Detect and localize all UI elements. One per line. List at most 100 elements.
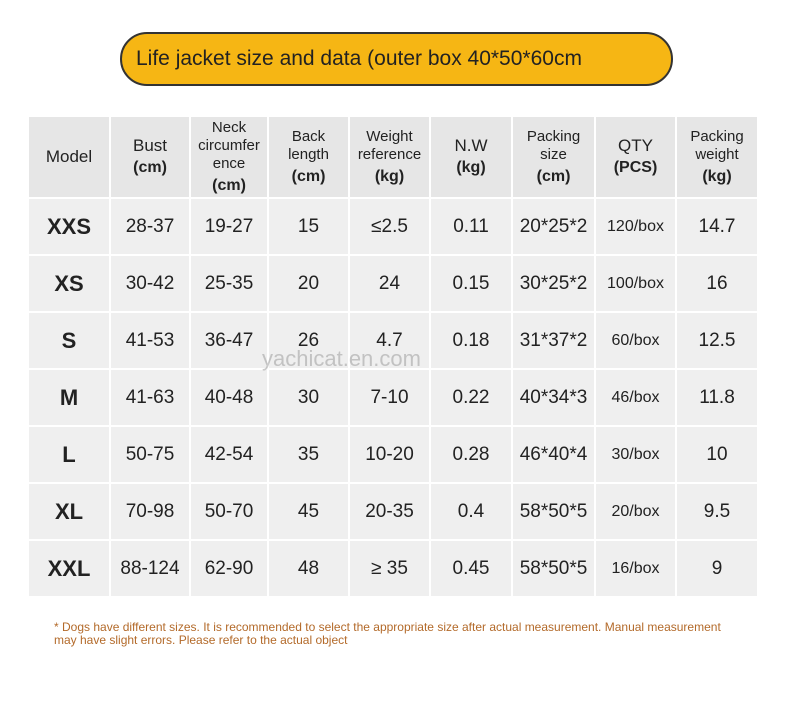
- header-unit: (cm): [133, 159, 167, 176]
- header-cell: N.W (kg): [431, 117, 511, 197]
- header-cell: Model: [29, 117, 109, 197]
- header-text: size: [540, 146, 567, 163]
- data-cell: 20*25*2: [513, 199, 594, 254]
- model-cell: XS: [29, 256, 109, 311]
- data-cell: 24: [350, 256, 429, 311]
- data-cell: 35: [269, 427, 348, 482]
- data-cell: ≥ 35: [350, 541, 429, 596]
- data-cell: 4.7: [350, 313, 429, 368]
- data-cell: 88-124: [111, 541, 189, 596]
- header-cell: Neck circumfer ence (cm): [191, 117, 267, 197]
- data-cell: ≤2.5: [350, 199, 429, 254]
- header-cell: Packing size (cm): [513, 117, 594, 197]
- header-cell: Weight reference (kg): [350, 117, 429, 197]
- header-unit: (PCS): [613, 159, 658, 176]
- model-cell: L: [29, 427, 109, 482]
- data-cell: 45: [269, 484, 348, 539]
- data-cell: 50-75: [111, 427, 189, 482]
- model-cell: XL: [29, 484, 109, 539]
- data-cell: 28-37: [111, 199, 189, 254]
- data-cell: 48: [269, 541, 348, 596]
- size-table: Model Bust (cm) Neck circumfer ence (cm) Back le…: [27, 115, 759, 598]
- data-cell: 10: [677, 427, 757, 482]
- data-cell: 9: [677, 541, 757, 596]
- data-cell: 40-48: [191, 370, 267, 425]
- header-text: Packing: [690, 128, 744, 145]
- data-cell: 12.5: [677, 313, 757, 368]
- data-cell: 19-27: [191, 199, 267, 254]
- header-unit: (kg): [456, 159, 486, 176]
- header-unit: (cm): [291, 168, 326, 185]
- header-cell: QTY (PCS): [596, 117, 675, 197]
- data-cell: 26: [269, 313, 348, 368]
- data-cell: 40*34*3: [513, 370, 594, 425]
- data-cell: 9.5: [677, 484, 757, 539]
- data-cell: 50-70: [191, 484, 267, 539]
- model-cell: M: [29, 370, 109, 425]
- header-text: Packing: [526, 128, 581, 145]
- title-banner: Life jacket size and data (outer box 40*…: [120, 32, 673, 86]
- header-text: QTY: [618, 136, 653, 155]
- data-cell: 0.4: [431, 484, 511, 539]
- header-text: Bust: [132, 136, 168, 155]
- data-cell: 0.18: [431, 313, 511, 368]
- data-cell: 46/box: [596, 370, 675, 425]
- data-cell: 16/box: [596, 541, 675, 596]
- table-row: XS 30-42 25-35 20 24 0.15 30*25*2 100/box 16: [29, 256, 757, 311]
- header-cell: Back length (cm): [269, 117, 348, 197]
- data-cell: 31*37*2: [513, 313, 594, 368]
- data-cell: 0.15: [431, 256, 511, 311]
- data-cell: 0.11: [431, 199, 511, 254]
- header-text: Back: [291, 128, 326, 145]
- data-cell: 42-54: [191, 427, 267, 482]
- data-cell: 100/box: [596, 256, 675, 311]
- data-cell: 58*50*5: [513, 541, 594, 596]
- header-unit: (cm): [536, 168, 571, 185]
- data-cell: 20: [269, 256, 348, 311]
- model-cell: S: [29, 313, 109, 368]
- data-cell: 25-35: [191, 256, 267, 311]
- data-cell: 30: [269, 370, 348, 425]
- header-text: weight: [695, 146, 739, 163]
- header-unit: (kg): [374, 168, 405, 185]
- data-cell: 7-10: [350, 370, 429, 425]
- data-cell: 46*40*4: [513, 427, 594, 482]
- data-cell: 0.45: [431, 541, 511, 596]
- header-row: Model Bust (cm) Neck circumfer ence (cm) Back le…: [29, 117, 757, 197]
- data-cell: 36-47: [191, 313, 267, 368]
- table-row: XXS 28-37 19-27 15 ≤2.5 0.11 20*25*2 120/box 14.…: [29, 199, 757, 254]
- table-row: L 50-75 42-54 35 10-20 0.28 46*40*4 30/box 10: [29, 427, 757, 482]
- table-row: XXL 88-124 62-90 48 ≥ 35 0.45 58*50*5 16/box 9: [29, 541, 757, 596]
- header-text: Weight: [366, 128, 413, 145]
- data-cell: 30-42: [111, 256, 189, 311]
- header-text: Model: [45, 147, 93, 166]
- table-body: XXS 28-37 19-27 15 ≤2.5 0.11 20*25*2 120/box 14.…: [29, 199, 757, 596]
- data-cell: 58*50*5: [513, 484, 594, 539]
- data-cell: 0.28: [431, 427, 511, 482]
- header-text: length: [288, 146, 329, 163]
- header-cell: Bust (cm): [111, 117, 189, 197]
- data-cell: 20/box: [596, 484, 675, 539]
- header-unit: (cm): [212, 177, 246, 194]
- header-cell: Packing weight (kg): [677, 117, 757, 197]
- data-cell: 14.7: [677, 199, 757, 254]
- header-text: Neck: [211, 119, 247, 136]
- table-row: XL 70-98 50-70 45 20-35 0.4 58*50*5 20/box 9.5: [29, 484, 757, 539]
- data-cell: 120/box: [596, 199, 675, 254]
- header-text: circumfer: [198, 137, 260, 154]
- table-row: M 41-63 40-48 30 7-10 0.22 40*34*3 46/box 11.8: [29, 370, 757, 425]
- data-cell: 30/box: [596, 427, 675, 482]
- data-cell: 0.22: [431, 370, 511, 425]
- data-cell: 15: [269, 199, 348, 254]
- data-cell: 62-90: [191, 541, 267, 596]
- data-cell: 30*25*2: [513, 256, 594, 311]
- table-row: S 41-53 36-47 26 4.7 0.18 31*37*2 60/box 12.5: [29, 313, 757, 368]
- footnote: * Dogs have different sizes. It is recom…: [54, 620, 721, 647]
- data-cell: 10-20: [350, 427, 429, 482]
- watermark: yachicat.en.com: [262, 346, 421, 371]
- header-text: N.W: [454, 136, 488, 155]
- data-cell: 16: [677, 256, 757, 311]
- model-cell: XXS: [29, 199, 109, 254]
- header-text: reference: [357, 146, 422, 163]
